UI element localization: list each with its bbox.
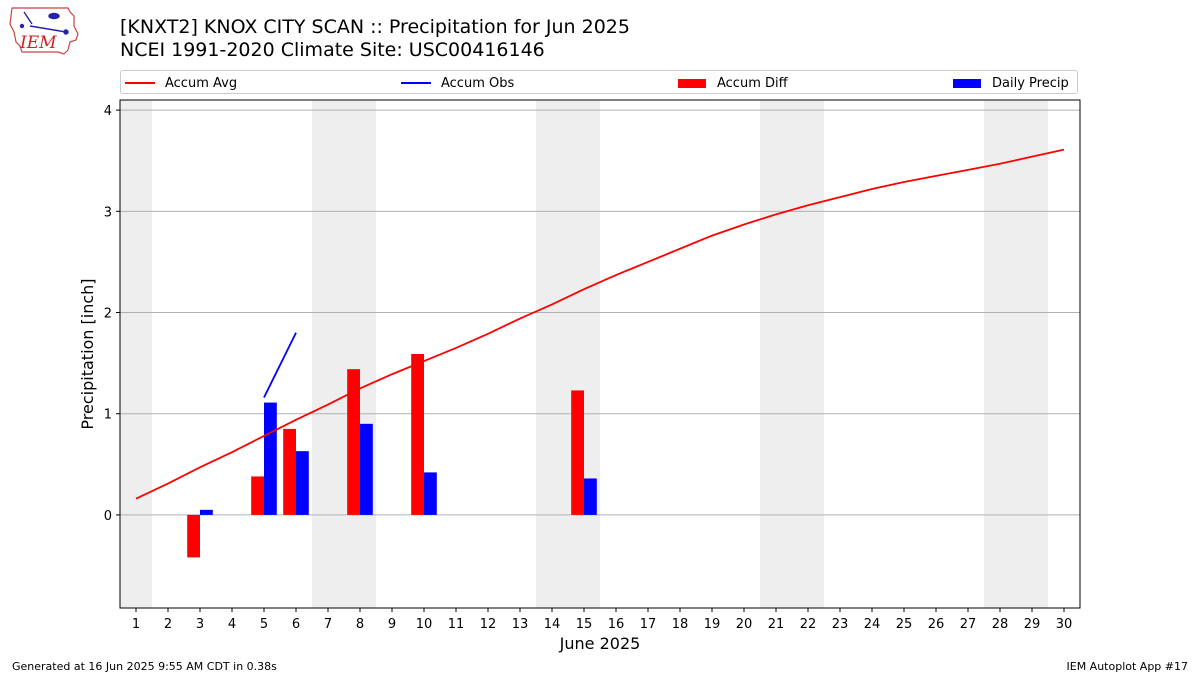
daily-precip-bar [264,402,277,515]
legend: Accum Avg Accum Obs Accum Diff Daily Pre… [120,70,1078,94]
x-tick-label: 13 [512,617,529,632]
x-tick-label: 6 [292,617,300,632]
y-tick-label: 1 [104,408,112,423]
daily-precip-bar [424,472,437,515]
x-tick-label: 20 [736,617,753,632]
weather-station-icon [19,11,69,35]
accum-diff-bar [347,369,360,515]
x-tick-label: 17 [640,617,657,632]
x-tick-label: 3 [196,617,204,632]
accum-diff-bar [251,476,264,515]
weekend-shade [1016,100,1048,608]
x-tick-label: 15 [576,617,593,632]
legend-item-daily-precip: Daily Precip [953,74,1069,92]
accum-diff-bar [571,390,584,515]
weekend-shade [312,100,344,608]
weekend-shade [760,100,792,608]
x-axis-label: June 2025 [559,634,641,653]
legend-label: Accum Avg [165,75,238,91]
legend-item-accum-avg: Accum Avg [125,74,237,92]
daily-precip-bar [296,451,309,515]
y-tick-label: 2 [104,307,112,322]
accum-diff-bar [411,354,424,515]
accum-diff-bar [187,514,200,558]
legend-item-accum-obs: Accum Obs [401,74,514,92]
legend-item-accum-diff: Accum Diff [678,74,788,92]
accum-diff-bar [283,428,296,515]
legend-swatch [125,82,155,84]
daily-precip-bar [200,509,213,515]
daily-precip-bar [360,423,373,515]
x-tick-label: 23 [832,617,849,632]
y-tick-label: 0 [104,509,112,524]
x-tick-label: 21 [768,617,785,632]
x-tick-label: 26 [928,617,945,632]
chart-subtitle: NCEI 1991-2020 Climate Site: USC00416146 [120,39,545,61]
x-tick-label: 22 [800,617,817,632]
x-tick-label: 11 [448,617,465,632]
weekend-shade [792,100,824,608]
x-tick-label: 16 [608,617,625,632]
legend-swatch [953,78,981,88]
y-axis-label: Precipitation [inch] [78,278,97,429]
weekend-shade [344,100,376,608]
logo-text: IEM [19,33,57,53]
legend-swatch [678,78,706,88]
x-tick-label: 14 [544,617,561,632]
x-tick-label: 28 [992,617,1009,632]
x-tick-label: 5 [260,617,268,632]
plot-frame [119,99,1081,609]
legend-swatch [401,82,431,84]
weekend-shade [568,100,600,608]
x-tick-label: 18 [672,617,689,632]
x-tick-label: 24 [864,617,881,632]
x-tick-label: 2 [164,617,172,632]
weekend-shade [120,100,152,608]
x-tick-label: 27 [960,617,977,632]
chart-title: [KNXT2] KNOX CITY SCAN :: Precipitation … [120,16,630,38]
legend-label: Accum Obs [441,75,515,91]
footer-generated: Generated at 16 Jun 2025 9:55 AM CDT in … [12,660,277,673]
y-tick-label: 4 [104,104,112,119]
x-tick-label: 10 [416,617,433,632]
iem-logo: IEM [9,7,79,55]
accum-obs-line [263,332,297,398]
footer-app: IEM Autoplot App #17 [1066,660,1189,673]
accum-avg-line [135,148,1065,500]
x-tick-label: 29 [1024,617,1041,632]
x-tick-label: 4 [228,617,236,632]
legend-label: Daily Precip [992,75,1069,91]
x-tick-label: 8 [356,617,364,632]
x-tick-label: 1 [132,617,140,632]
y-tick-label: 3 [104,205,112,220]
x-tick-label: 25 [896,617,913,632]
x-tick-label: 9 [388,617,396,632]
x-tick-label: 19 [704,617,721,632]
weekend-shade [536,100,568,608]
x-tick-label: 30 [1056,617,1073,632]
daily-precip-bar [584,478,597,515]
legend-label: Accum Diff [717,75,788,91]
x-tick-label: 12 [480,617,497,632]
x-tick-label: 7 [324,617,332,632]
weekend-shade [984,100,1016,608]
